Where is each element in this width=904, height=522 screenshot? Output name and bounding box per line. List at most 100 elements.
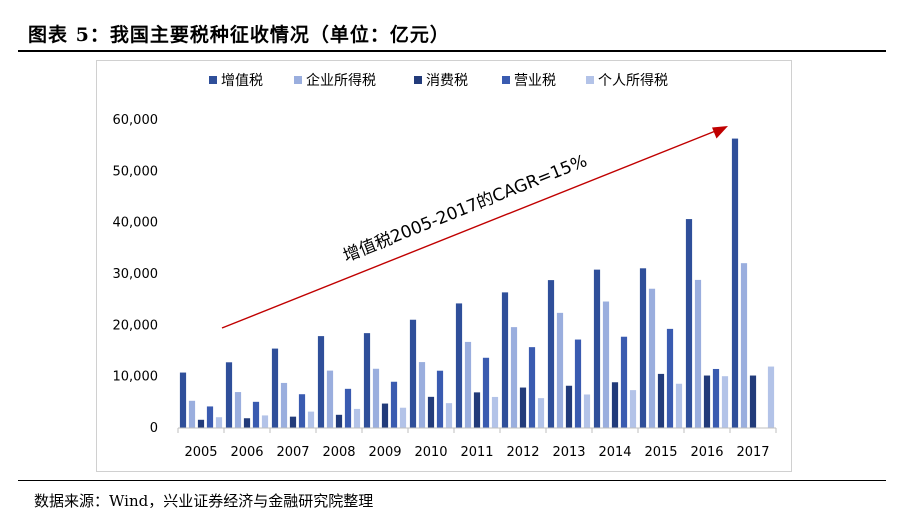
bar bbox=[583, 394, 591, 428]
bar bbox=[491, 396, 499, 428]
bar bbox=[694, 279, 702, 428]
bar bbox=[629, 390, 637, 428]
bar bbox=[298, 394, 306, 428]
cagr-arrow-line bbox=[221, 129, 719, 329]
series-3 bbox=[197, 373, 757, 428]
cagr-label: 增值税2005-2017的CAGR=15% bbox=[340, 151, 590, 266]
bar bbox=[740, 263, 748, 428]
bar bbox=[353, 408, 361, 428]
x-tick-label: 2013 bbox=[552, 445, 585, 460]
bar bbox=[427, 396, 435, 428]
bar bbox=[593, 269, 601, 428]
legend-swatch bbox=[209, 76, 217, 84]
bar bbox=[307, 411, 315, 428]
bar bbox=[712, 368, 720, 428]
bar bbox=[767, 366, 775, 428]
y-tick-label: 60,000 bbox=[113, 113, 159, 128]
bar bbox=[565, 385, 573, 428]
bottom-rule bbox=[18, 480, 886, 481]
bar bbox=[528, 347, 536, 428]
bar bbox=[574, 339, 582, 428]
x-tick-label: 2006 bbox=[230, 445, 263, 460]
x-tick-label: 2005 bbox=[184, 445, 217, 460]
bar bbox=[243, 418, 251, 428]
y-tick-label: 50,000 bbox=[113, 164, 159, 179]
bar bbox=[372, 368, 380, 428]
bar bbox=[390, 381, 398, 428]
x-tick-label: 2017 bbox=[736, 445, 769, 460]
bar bbox=[280, 382, 288, 428]
x-tick-label: 2014 bbox=[598, 445, 631, 460]
bar bbox=[252, 401, 260, 428]
legend-swatch bbox=[414, 76, 422, 84]
bar bbox=[317, 336, 325, 428]
bar bbox=[418, 362, 426, 428]
bar bbox=[271, 348, 279, 428]
bar bbox=[381, 403, 389, 428]
bar bbox=[261, 415, 269, 428]
bar bbox=[666, 328, 674, 428]
bar bbox=[501, 292, 509, 428]
x-axis: 2005 2006 2007 2008 2009 2010 2011 2012 2013 2014… bbox=[177, 427, 777, 460]
y-axis: 0 10,000 20,000 30,000 40,000 50,000 60,000 bbox=[113, 113, 159, 436]
figure-title: 图表 5：我国主要税种征收情况（单位：亿元） bbox=[28, 24, 450, 46]
bar bbox=[482, 357, 490, 428]
bar bbox=[234, 392, 242, 428]
series-5 bbox=[215, 366, 775, 428]
chart-frame bbox=[96, 60, 792, 472]
bar-series bbox=[179, 138, 775, 428]
bar bbox=[344, 388, 352, 428]
bar bbox=[620, 336, 628, 428]
bar bbox=[685, 219, 693, 428]
y-tick-label: 20,000 bbox=[113, 318, 159, 333]
bar bbox=[225, 362, 233, 428]
bar bbox=[455, 303, 463, 428]
bar bbox=[197, 419, 205, 428]
y-tick-label: 10,000 bbox=[113, 370, 159, 385]
legend-swatch bbox=[502, 76, 510, 84]
bar bbox=[537, 398, 545, 428]
bar bbox=[289, 416, 297, 428]
bar bbox=[639, 268, 647, 428]
bar bbox=[602, 301, 610, 428]
y-tick-label: 40,000 bbox=[113, 216, 159, 231]
bar bbox=[556, 312, 564, 428]
bar bbox=[648, 288, 656, 428]
bar bbox=[363, 333, 371, 428]
y-tick-label: 30,000 bbox=[113, 267, 159, 282]
bar bbox=[510, 327, 518, 428]
bar bbox=[206, 406, 214, 428]
bar bbox=[179, 372, 187, 428]
legend-swatch bbox=[294, 76, 302, 84]
x-tick-label: 2011 bbox=[460, 445, 493, 460]
bar bbox=[188, 400, 196, 428]
series-4 bbox=[206, 328, 720, 428]
bar bbox=[749, 375, 757, 428]
legend-label: 营业税 bbox=[514, 73, 556, 89]
legend-label: 企业所得税 bbox=[306, 72, 376, 89]
bar bbox=[335, 414, 343, 428]
x-tick-label: 2012 bbox=[506, 445, 539, 460]
x-tick-label: 2009 bbox=[368, 445, 401, 460]
legend-label: 个人所得税 bbox=[598, 72, 668, 89]
bar bbox=[611, 382, 619, 428]
x-tick-label: 2007 bbox=[276, 445, 309, 460]
bar bbox=[409, 319, 417, 428]
bar bbox=[675, 383, 683, 428]
series-2 bbox=[188, 263, 748, 428]
x-tick-label: 2015 bbox=[644, 445, 677, 460]
bar bbox=[657, 373, 665, 428]
chart-legend: 增值税 企业所得税 消费税 营业税 个人所得税 bbox=[209, 72, 668, 89]
legend-swatch bbox=[586, 76, 594, 84]
bar bbox=[326, 370, 334, 428]
series-1 bbox=[179, 138, 739, 428]
legend-label: 消费税 bbox=[426, 73, 468, 89]
bar bbox=[215, 417, 223, 428]
bar bbox=[436, 370, 444, 428]
bar bbox=[464, 341, 472, 428]
bar bbox=[731, 138, 739, 428]
y-tick-label: 0 bbox=[150, 421, 158, 436]
legend-label: 增值税 bbox=[221, 73, 263, 89]
bar bbox=[445, 403, 453, 428]
